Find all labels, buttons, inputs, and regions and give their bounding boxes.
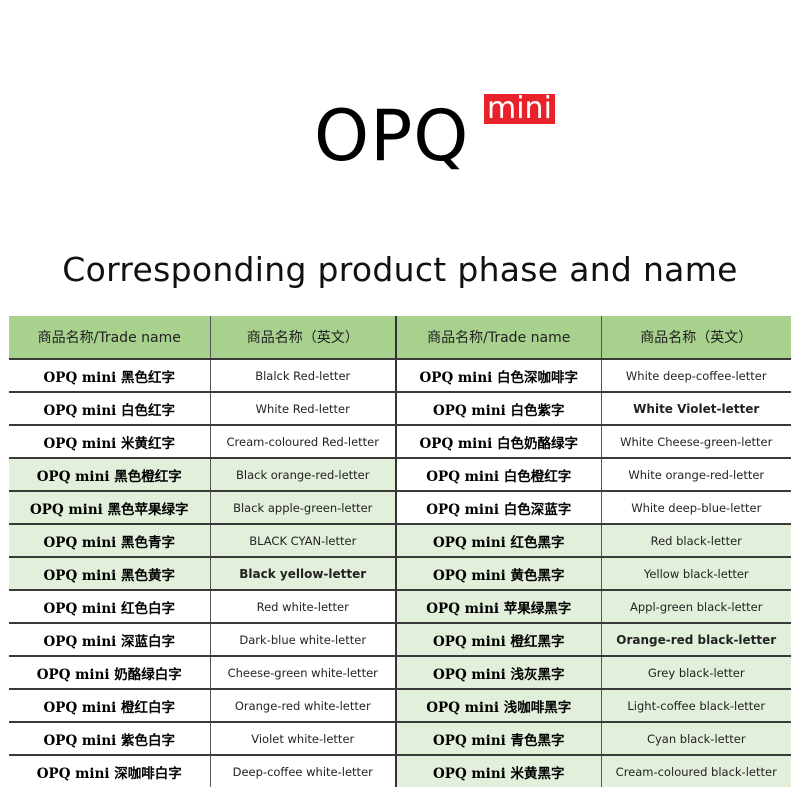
trade-name-cell-left: OPQ mini 黑色黄字 — [9, 557, 211, 591]
trade-name-cell-left: OPQ mini 黑色橙红字 — [9, 458, 211, 492]
english-name-cell-left: BLACK CYAN-letter — [210, 524, 397, 558]
english-name-cell-left: Black yellow-letter — [210, 557, 397, 591]
english-name-cell-right: Orange-red black-letter — [601, 623, 791, 657]
trade-name-cell-right: OPQ mini 浅灰黑字 — [396, 656, 602, 690]
table-row: OPQ mini 深咖啡白字 Deep-coffee white-letter OP… — [9, 755, 791, 787]
english-name-cell-right: White Cheese-green-letter — [601, 425, 791, 459]
trade-name-cell-left: OPQ mini 深咖啡白字 — [9, 755, 211, 787]
trade-name-cell-left: OPQ mini 深蓝白字 — [9, 623, 211, 657]
trade-name-cell-right: OPQ mini 米黄黑字 — [396, 755, 602, 787]
table-row: OPQ mini 白色红字 White Red-letter OPQ mini 白色… — [9, 392, 791, 426]
english-name-cell-right: White Violet-letter — [601, 392, 791, 426]
english-name-cell-left: Black apple-green-letter — [210, 491, 397, 525]
trade-name-cell-left: OPQ mini 黑色青字 — [9, 524, 211, 558]
english-name-cell-right: Cyan black-letter — [601, 722, 791, 756]
trade-name-cell-right: OPQ mini 白色橙红字 — [396, 458, 602, 492]
english-name-cell-left: White Red-letter — [210, 392, 397, 426]
page-subtitle: Corresponding product phase and name — [62, 250, 738, 289]
table-row: OPQ mini 黑色橙红字 Black orange-red-letter OPQ… — [9, 458, 791, 492]
brand-name: OPQ — [314, 95, 470, 177]
english-name-cell-right: Appl-green black-letter — [601, 590, 791, 624]
english-name-cell-left: Cheese-green white-letter — [210, 656, 397, 690]
trade-name-cell-right: OPQ mini 白色奶酪绿字 — [396, 425, 602, 459]
english-name-cell-right: Light-coffee black-letter — [601, 689, 791, 723]
trade-name-cell-left: OPQ mini 黑色红字 — [9, 359, 211, 393]
trade-name-cell-right: OPQ mini 白色深咖啡字 — [396, 359, 602, 393]
english-name-cell-right: White deep-blue-letter — [601, 491, 791, 525]
trade-name-cell-right: OPQ mini 黄色黑字 — [396, 557, 602, 591]
table-row: OPQ mini 米黄红字 Cream-coloured Red-letter OP… — [9, 425, 791, 459]
table-body: OPQ mini 黑色红字 Blalck Red-letter OPQ mini 白… — [9, 359, 791, 787]
trade-name-cell-left: OPQ mini 红色白字 — [9, 590, 211, 624]
trade-name-cell-left: OPQ mini 奶酪绿白字 — [9, 656, 211, 690]
table-row: OPQ mini 橙红白字 Orange-red white-letter OPQ … — [9, 689, 791, 723]
product-name-table: 商品名称/Trade name 商品名称（英文） 商品名称/Trade name… — [9, 316, 791, 787]
trade-name-cell-left: OPQ mini 橙红白字 — [9, 689, 211, 723]
english-name-cell-right: White deep-coffee-letter — [601, 359, 791, 393]
english-name-cell-left: Blalck Red-letter — [210, 359, 397, 393]
english-name-cell-right: Cream-coloured black-letter — [601, 755, 791, 787]
english-name-cell-right: Yellow black-letter — [601, 557, 791, 591]
trade-name-cell-right: OPQ mini 白色紫字 — [396, 392, 602, 426]
trade-name-cell-left: OPQ mini 紫色白字 — [9, 722, 211, 756]
table-row: OPQ mini 深蓝白字 Dark-blue white-letter OPQ m… — [9, 623, 791, 657]
table-row: OPQ mini 红色白字 Red white-letter OPQ mini 苹果… — [9, 590, 791, 624]
trade-name-cell-right: OPQ mini 苹果绿黑字 — [396, 590, 602, 624]
english-name-cell-right: Red black-letter — [601, 524, 791, 558]
trade-name-cell-right: OPQ mini 青色黑字 — [396, 722, 602, 756]
product-name-table-wrapper: 商品名称/Trade name 商品名称（英文） 商品名称/Trade name… — [9, 316, 791, 787]
table-row: OPQ mini 黑色青字 BLACK CYAN-letter OPQ mini 红… — [9, 524, 791, 558]
english-name-cell-left: Black orange-red-letter — [210, 458, 397, 492]
english-name-cell-left: Orange-red white-letter — [210, 689, 397, 723]
english-name-cell-left: Deep-coffee white-letter — [210, 755, 397, 787]
column-header-english-name-right: 商品名称（英文） — [601, 316, 791, 360]
english-name-cell-right: Grey black-letter — [601, 656, 791, 690]
trade-name-cell-right: OPQ mini 红色黑字 — [396, 524, 602, 558]
table-row: OPQ mini 紫色白字 Violet white-letter OPQ mini… — [9, 722, 791, 756]
english-name-cell-left: Cream-coloured Red-letter — [210, 425, 397, 459]
trade-name-cell-right: OPQ mini 白色深蓝字 — [396, 491, 602, 525]
column-header-trade-name-right: 商品名称/Trade name — [396, 316, 602, 360]
table-header-row: 商品名称/Trade name 商品名称（英文） 商品名称/Trade name… — [9, 316, 791, 360]
table-row: OPQ mini 黑色红字 Blalck Red-letter OPQ mini 白… — [9, 359, 791, 393]
mini-badge: mini — [484, 94, 555, 124]
table-row: OPQ mini 奶酪绿白字 Cheese-green white-letter O… — [9, 656, 791, 690]
column-header-trade-name-left: 商品名称/Trade name — [9, 316, 211, 360]
table-row: OPQ mini 黑色苹果绿字 Black apple-green-letter O… — [9, 491, 791, 525]
trade-name-cell-left: OPQ mini 黑色苹果绿字 — [9, 491, 211, 525]
trade-name-cell-left: OPQ mini 米黄红字 — [9, 425, 211, 459]
trade-name-cell-left: OPQ mini 白色红字 — [9, 392, 211, 426]
trade-name-cell-right: OPQ mini 橙红黑字 — [396, 623, 602, 657]
trade-name-cell-right: OPQ mini 浅咖啡黑字 — [396, 689, 602, 723]
english-name-cell-left: Violet white-letter — [210, 722, 397, 756]
table-row: OPQ mini 黑色黄字 Black yellow-letter OPQ mini… — [9, 557, 791, 591]
column-header-english-name-left: 商品名称（英文） — [210, 316, 397, 360]
english-name-cell-left: Dark-blue white-letter — [210, 623, 397, 657]
english-name-cell-left: Red white-letter — [210, 590, 397, 624]
english-name-cell-right: White orange-red-letter — [601, 458, 791, 492]
